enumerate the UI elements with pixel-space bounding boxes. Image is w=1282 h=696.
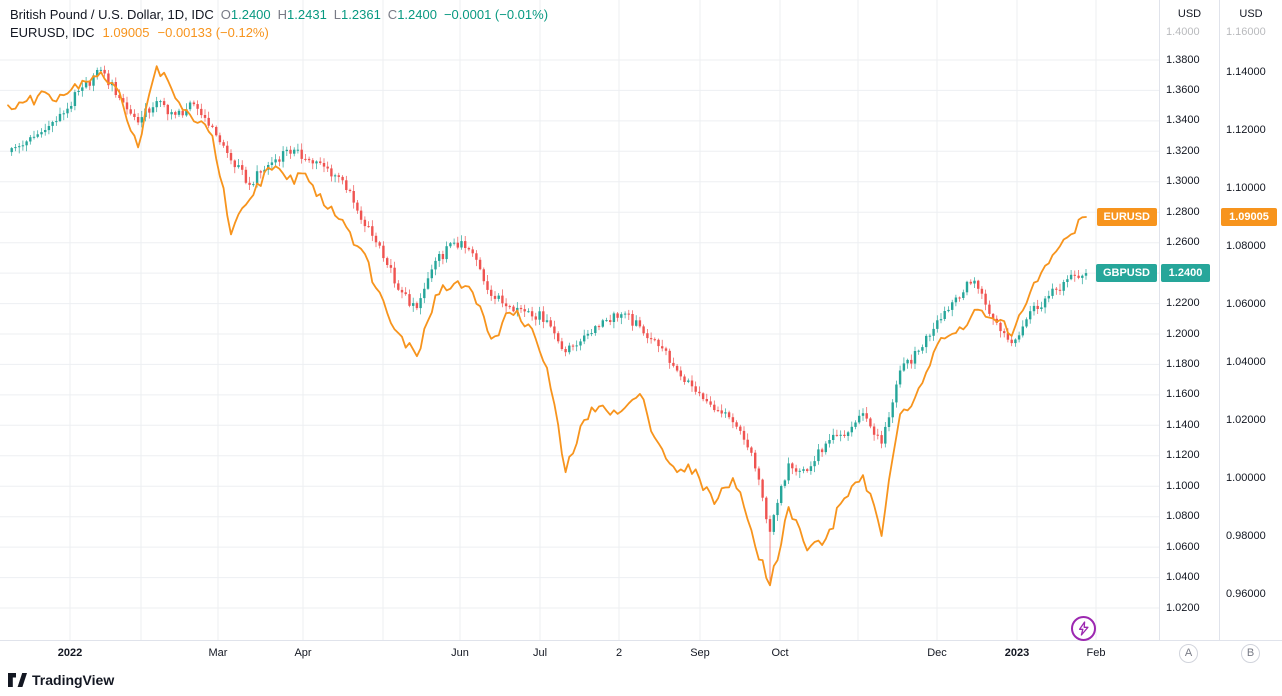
price-label-a: 1.2000 xyxy=(1166,327,1200,340)
price-label-a: 1.1200 xyxy=(1166,449,1200,462)
price-label-b: 1.10000 xyxy=(1226,181,1266,194)
gbpusd-symbol-title[interactable]: British Pound / U.S. Dollar, 1D, IDC xyxy=(10,7,214,22)
price-label-b: 1.14000 xyxy=(1226,65,1266,78)
time-axis-label: 2022 xyxy=(57,647,83,659)
price-label-a: 1.3000 xyxy=(1166,175,1200,188)
price-label-b: 1.08000 xyxy=(1226,239,1266,252)
price-label-b: 1.04000 xyxy=(1226,355,1266,368)
tradingview-logo-text: TradingView xyxy=(32,672,115,688)
price-label-b: 0.96000 xyxy=(1226,587,1266,600)
eurusd-symbol-title[interactable]: EURUSD, IDC xyxy=(10,25,95,40)
gbpusd-last-price-badge: 1.2400 xyxy=(1161,264,1210,283)
eurusd-change: −0.00133 (−0.12%) xyxy=(157,25,269,40)
price-label-a: 1.0200 xyxy=(1166,601,1200,614)
time-axis-label: Jul xyxy=(532,647,548,659)
price-label-b: 1.00000 xyxy=(1226,471,1266,484)
lightning-marker-button[interactable] xyxy=(1071,616,1096,641)
price-label-a: 1.1000 xyxy=(1166,479,1200,492)
time-axis-label: 2 xyxy=(615,647,623,659)
time-axis-label: Jun xyxy=(451,647,469,659)
scale-b-separator xyxy=(1219,0,1220,668)
price-label-b: 0.98000 xyxy=(1226,529,1266,542)
price-label-a: 1.3800 xyxy=(1166,53,1200,66)
close-value: 1.2400 xyxy=(397,7,437,22)
price-label-a: 1.1800 xyxy=(1166,357,1200,370)
price-label-b: 1.02000 xyxy=(1226,413,1266,426)
price-label-a: 1.2200 xyxy=(1166,297,1200,310)
gbpusd-series-badge: GBPUSD xyxy=(1095,264,1157,283)
scale-b-faded-top-label: 1.16000 xyxy=(1226,26,1266,38)
time-axis-label: Apr xyxy=(294,647,312,659)
eurusd-last-price-badge: 1.09005 xyxy=(1221,207,1277,226)
price-label-a: 1.0600 xyxy=(1166,540,1200,553)
time-axis-label: Mar xyxy=(208,647,228,659)
lightning-bolt-icon xyxy=(1078,621,1089,636)
price-label-b: 1.06000 xyxy=(1226,297,1266,310)
open-value: 1.2400 xyxy=(230,7,271,22)
price-label-a: 1.3200 xyxy=(1166,144,1200,157)
price-scale-a[interactable]: USD 1.4000 1.3800 1.3600 1.3400 1.3200 1.300… xyxy=(1160,0,1219,640)
gbpusd-legend-row: British Pound / U.S. Dollar, 1D, IDC O1.2… xyxy=(10,6,548,24)
scale-a-toggle-button[interactable]: A xyxy=(1179,644,1198,663)
scale-a-currency-label: USD xyxy=(1177,8,1202,20)
open-key: O xyxy=(220,7,231,22)
scale-b-toggle-button[interactable]: B xyxy=(1241,644,1260,663)
time-axis-label: Dec xyxy=(927,647,947,659)
price-label-a: 1.0400 xyxy=(1166,571,1200,584)
eurusd-last-value: 1.09005 xyxy=(102,25,150,40)
price-label-a: 1.0800 xyxy=(1166,510,1200,523)
eurusd-legend-row: EURUSD, IDC 1.09005 −0.00133 (−0.12%) xyxy=(10,24,548,42)
time-axis-label: 2023 xyxy=(1004,647,1030,659)
low-value: 1.2361 xyxy=(341,7,381,22)
scale-b-currency-label: USD xyxy=(1239,8,1263,20)
tradingview-logo-icon xyxy=(8,673,27,687)
high-key: H xyxy=(277,7,288,22)
high-value: 1.2431 xyxy=(287,7,327,22)
price-label-a: 1.2800 xyxy=(1166,205,1200,218)
gbpusd-change: −0.0001 (−0.01%) xyxy=(443,7,549,22)
close-key: C xyxy=(387,7,398,22)
price-label-a: 1.3400 xyxy=(1166,114,1200,127)
tradingview-logo[interactable]: TradingView xyxy=(8,672,114,688)
chart-canvas[interactable] xyxy=(0,0,1159,640)
scale-a-faded-top-label: 1.4000 xyxy=(1166,26,1200,38)
price-label-a: 1.1600 xyxy=(1166,388,1200,401)
time-axis-label: Feb xyxy=(1086,647,1106,659)
price-label-a: 1.2600 xyxy=(1166,236,1200,249)
time-axis-label: Oct xyxy=(771,647,789,659)
price-label-a: 1.1400 xyxy=(1166,418,1200,431)
time-axis-separator xyxy=(0,640,1282,641)
time-axis-label: Sep xyxy=(690,647,710,659)
eurusd-series-badge: EURUSD xyxy=(1096,207,1157,226)
legend: British Pound / U.S. Dollar, 1D, IDC O1.2… xyxy=(10,6,548,42)
price-label-a: 1.3600 xyxy=(1166,83,1200,96)
low-key: L xyxy=(333,7,342,22)
price-label-b: 1.12000 xyxy=(1226,123,1266,136)
time-axis[interactable]: 2022 Mar Apr Jun Jul 2 Sep Oct Dec 2023 Feb xyxy=(0,641,1282,668)
scale-a-separator xyxy=(1159,0,1160,668)
price-scale-b[interactable]: USD 1.16000 1.14000 1.12000 1.10000 1.08000… xyxy=(1220,0,1282,640)
